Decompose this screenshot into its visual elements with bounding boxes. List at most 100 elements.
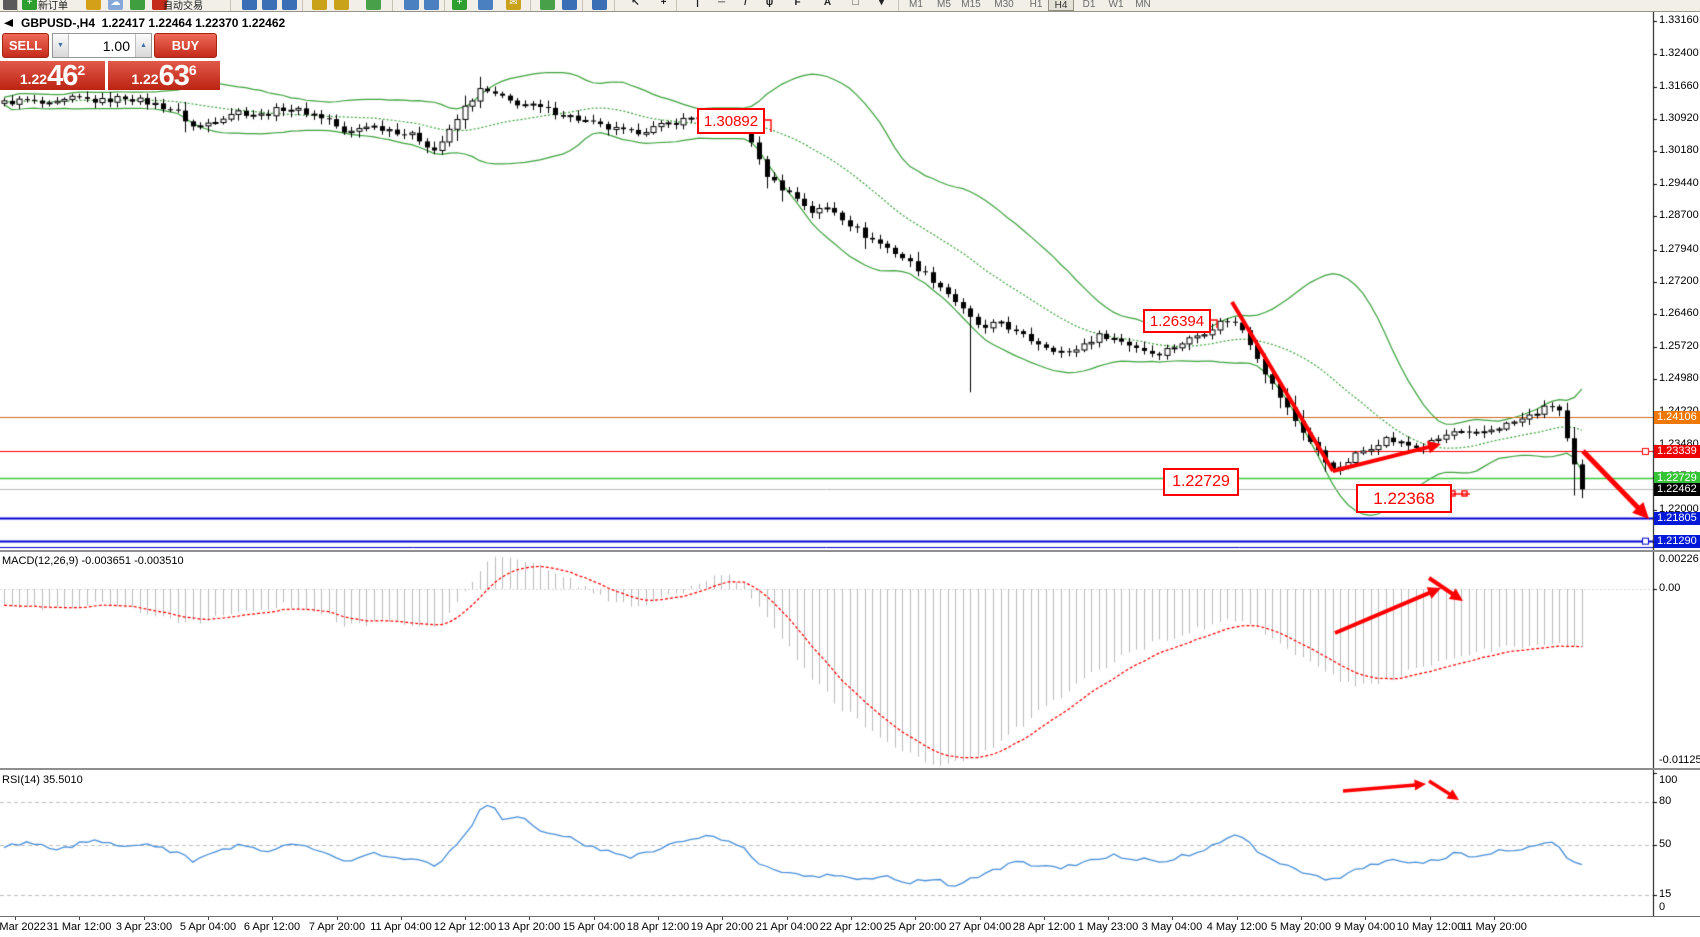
timeframe-button-m5[interactable]: M5 [937,0,951,10]
sell-price-display[interactable]: 1.22 46 2 [0,61,105,90]
rsi-panel-canvas[interactable] [0,770,1700,916]
fibo-expansion-icon[interactable]: F [794,0,801,8]
buy-button[interactable]: BUY [154,33,217,58]
sell-price-big: 46 [47,61,78,91]
time-axis-label: 30 Mar 2022 [0,921,46,933]
time-axis-tick [337,917,338,920]
new-order-label[interactable]: 新订单 [38,1,68,12]
shift-chart-icon[interactable] [562,0,577,10]
panel-separator[interactable] [0,768,1700,770]
template-icon[interactable] [540,0,555,10]
time-axis-label: 10 May 12:00 [1396,921,1464,933]
time-axis-tick [1044,917,1045,920]
time-axis-label: 21 Apr 04:00 [755,921,819,933]
toolbar-separator [17,0,18,11]
panel-separator[interactable] [0,550,1700,552]
candlestick-icon[interactable] [262,0,277,10]
toolbar-separator [392,0,393,11]
fibonacci-icon[interactable]: ψ [765,0,774,8]
time-axis-tick [79,917,80,920]
timeframe-button-m15[interactable]: M15 [961,0,981,10]
buy-price-display[interactable]: 1.22 63 6 [108,61,220,90]
profiles-icon[interactable] [404,0,419,10]
macd-axis-label: -0.011252 [1659,754,1700,766]
tile-windows-icon[interactable] [366,0,381,10]
volume-input[interactable] [69,34,135,57]
price-axis-tick-label: 1.29440 [1659,177,1699,189]
timeframe-button-h1[interactable]: H1 [1029,0,1043,10]
toolbar-separator [898,0,899,11]
mail-icon[interactable]: ✉ [506,0,521,10]
time-axis-tick [144,917,145,920]
price-tag: 1.21290 [1654,535,1700,548]
main-chart-canvas[interactable] [0,10,1700,550]
text-icon[interactable]: A [823,0,832,8]
chart-icon[interactable] [3,0,18,10]
sound-icon[interactable] [130,0,145,10]
time-axis-tick [529,917,530,920]
gold-icon[interactable] [86,0,101,10]
arrows-icon[interactable]: ▾ [878,0,885,8]
volume-increase-button[interactable]: ▲ [135,34,151,57]
time-axis-tick [272,917,273,920]
bar-chart-icon[interactable] [242,0,257,10]
autoscroll-icon[interactable] [592,0,607,10]
macd-panel-canvas[interactable] [0,552,1700,768]
trendline-icon[interactable]: / [744,0,747,8]
price-tag: 1.22462 [1654,483,1700,496]
price-axis-tick-label: 1.24980 [1659,372,1699,384]
vline-icon[interactable]: | [696,0,699,8]
rsi-axis-label: 100 [1659,774,1678,786]
period-icon[interactable] [478,0,493,10]
price-axis-tick-label: 1.33160 [1659,14,1699,26]
time-axis-tick [851,917,852,920]
zoom-in-icon[interactable] [312,0,327,10]
rsi-indicator-label: RSI(14) 35.5010 [2,774,83,786]
time-axis-label: 3 Apr 23:00 [115,921,173,933]
rsi-axis-label: 0 [1659,901,1666,913]
time-axis-tick [1108,917,1109,920]
arrange-icon[interactable] [424,0,439,10]
time-axis-tick [465,917,466,920]
line-chart-icon[interactable] [282,0,297,10]
price-annotation-label[interactable]: 1.26394 [1143,309,1211,333]
time-axis-label: 27 Apr 04:00 [948,921,1012,933]
time-axis-tick [1237,917,1238,920]
price-tag: 1.22729 [1654,472,1700,485]
cursor-icon[interactable]: ↖ [631,0,640,8]
indicators-icon[interactable]: + [452,0,467,10]
hline-icon[interactable]: ─ [717,0,726,8]
chart-title-text: GBPUSD-,H4 1.22417 1.22464 1.22370 1.224… [21,16,286,30]
timeframe-button-mn[interactable]: MN [1135,0,1151,10]
time-axis-label: 25 Apr 20:00 [883,921,947,933]
time-axis-label: 15 Apr 04:00 [562,921,626,933]
chart-title: GBPUSD-,H4 1.22417 1.22464 1.22370 1.224… [4,16,285,30]
toolbar-separator [230,0,231,11]
sell-button[interactable]: SELL [2,33,49,58]
symbol-marker-icon [4,19,13,27]
price-annotation-label[interactable]: 1.22729 [1163,468,1239,496]
label-icon[interactable]: □ [852,0,859,8]
time-axis-tick [1494,917,1495,920]
timeframe-button-h4[interactable]: H4 [1048,0,1074,11]
timeframe-button-m30[interactable]: M30 [994,0,1014,10]
price-tag: 1.24106 [1654,411,1700,424]
price-annotation-label[interactable]: 1.30892 [697,108,765,134]
zoom-out-icon[interactable] [334,0,349,10]
autotrade-icon[interactable] [152,0,167,10]
new-order-icon[interactable]: + [22,0,37,10]
macd-indicator-label: MACD(12,26,9) -0.003651 -0.003510 [2,555,184,567]
price-axis-tick-label: 1.28700 [1659,209,1699,221]
time-axis-label: 7 Apr 20:00 [308,921,366,933]
price-annotation-label[interactable]: 1.22368 [1356,484,1452,513]
timeframe-button-w1[interactable]: W1 [1108,0,1124,10]
volume-decrease-button[interactable]: ▼ [53,34,69,57]
cloud-icon[interactable]: ☁ [108,0,123,10]
autotrading-label[interactable]: 自动交易 [163,1,203,12]
crosshair-icon[interactable]: + [660,0,667,8]
timeframe-button-d1[interactable]: D1 [1082,0,1096,10]
toolbar-separator [582,0,583,11]
timeframe-button-m1[interactable]: M1 [909,0,923,10]
